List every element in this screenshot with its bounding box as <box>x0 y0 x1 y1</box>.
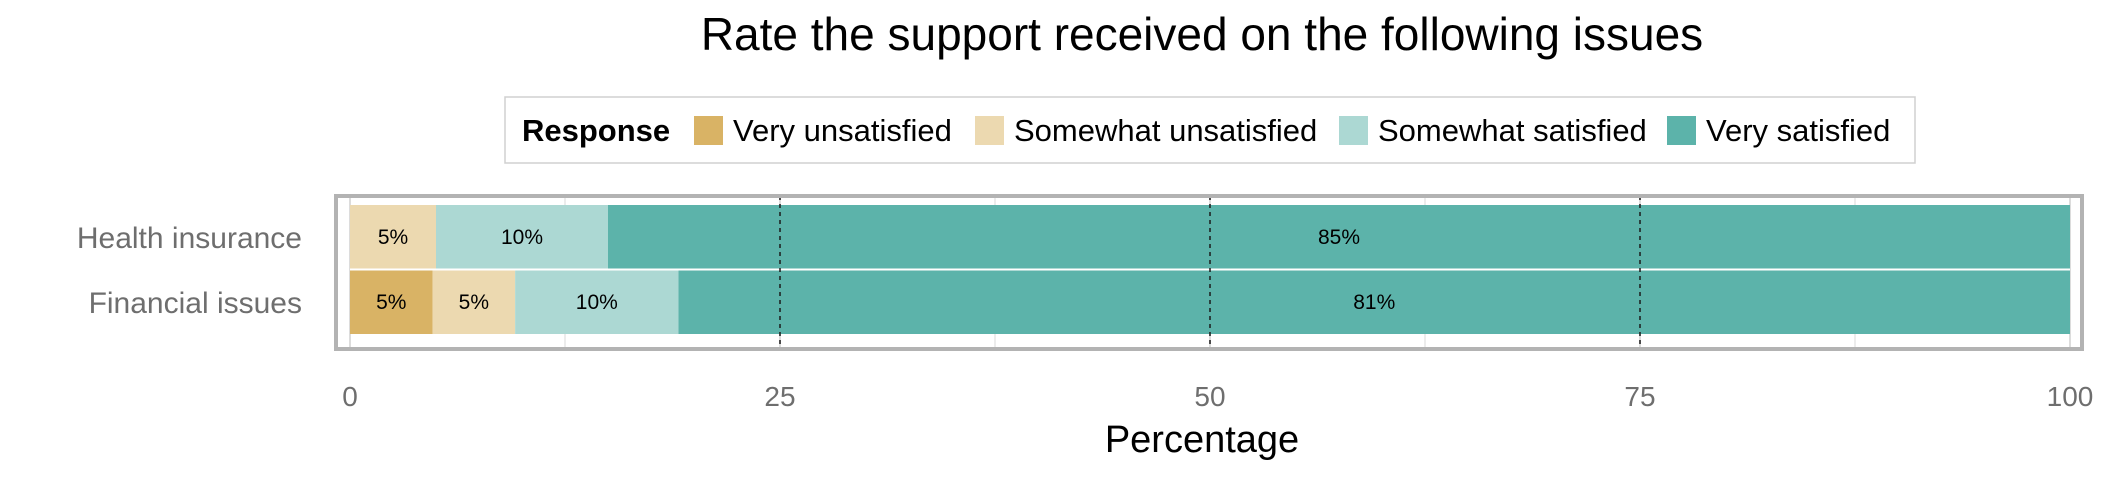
x-tick-label: 75 <box>1624 381 1655 412</box>
bar-health-insurance-very-satisfied <box>608 205 2070 269</box>
legend-swatch-somewhat-unsatisfied <box>975 116 1004 145</box>
category-label: Health insurance <box>77 222 302 255</box>
data-label: 10% <box>501 226 543 249</box>
legend-swatch-very-satisfied <box>1667 116 1696 145</box>
legend-label: Somewhat unsatisfied <box>1014 113 1317 148</box>
data-label: 5% <box>459 291 489 314</box>
legend-label: Very satisfied <box>1706 113 1890 148</box>
bar-health-insurance-somewhat-unsatisfied <box>350 205 436 269</box>
plot-border <box>334 194 2084 351</box>
x-tick-label: 25 <box>764 381 795 412</box>
x-tick-label: 100 <box>2047 381 2094 412</box>
legend-swatch-very-unsatisfied <box>694 116 723 145</box>
data-label: 10% <box>576 291 618 314</box>
legend-swatch-somewhat-satisfied <box>1339 116 1368 145</box>
legend-title: Response <box>522 113 670 148</box>
x-tick-label: 0 <box>342 381 358 412</box>
legend: Response Very unsatisfied Somewhat unsati… <box>504 96 1916 164</box>
bar-financial-issues-somewhat-unsatisfied <box>432 270 516 334</box>
bar-health-insurance-somewhat-satisfied <box>436 205 608 269</box>
chart-title: Rate the support received on the followi… <box>701 8 1703 60</box>
data-label: 5% <box>378 226 408 249</box>
category-label: Financial issues <box>89 287 302 320</box>
x-axis-title: Percentage <box>1105 419 1299 461</box>
x-tick-label: 50 <box>1194 381 1225 412</box>
bar-financial-issues-very-unsatisfied <box>350 270 433 334</box>
data-label: 5% <box>376 291 406 314</box>
bar-financial-issues-very-satisfied <box>678 270 2070 334</box>
bar-financial-issues-somewhat-satisfied <box>515 270 679 334</box>
data-label: 85% <box>1318 226 1360 249</box>
legend-label: Very unsatisfied <box>733 113 952 148</box>
legend-label: Somewhat satisfied <box>1378 113 1647 148</box>
data-label: 81% <box>1353 291 1395 314</box>
